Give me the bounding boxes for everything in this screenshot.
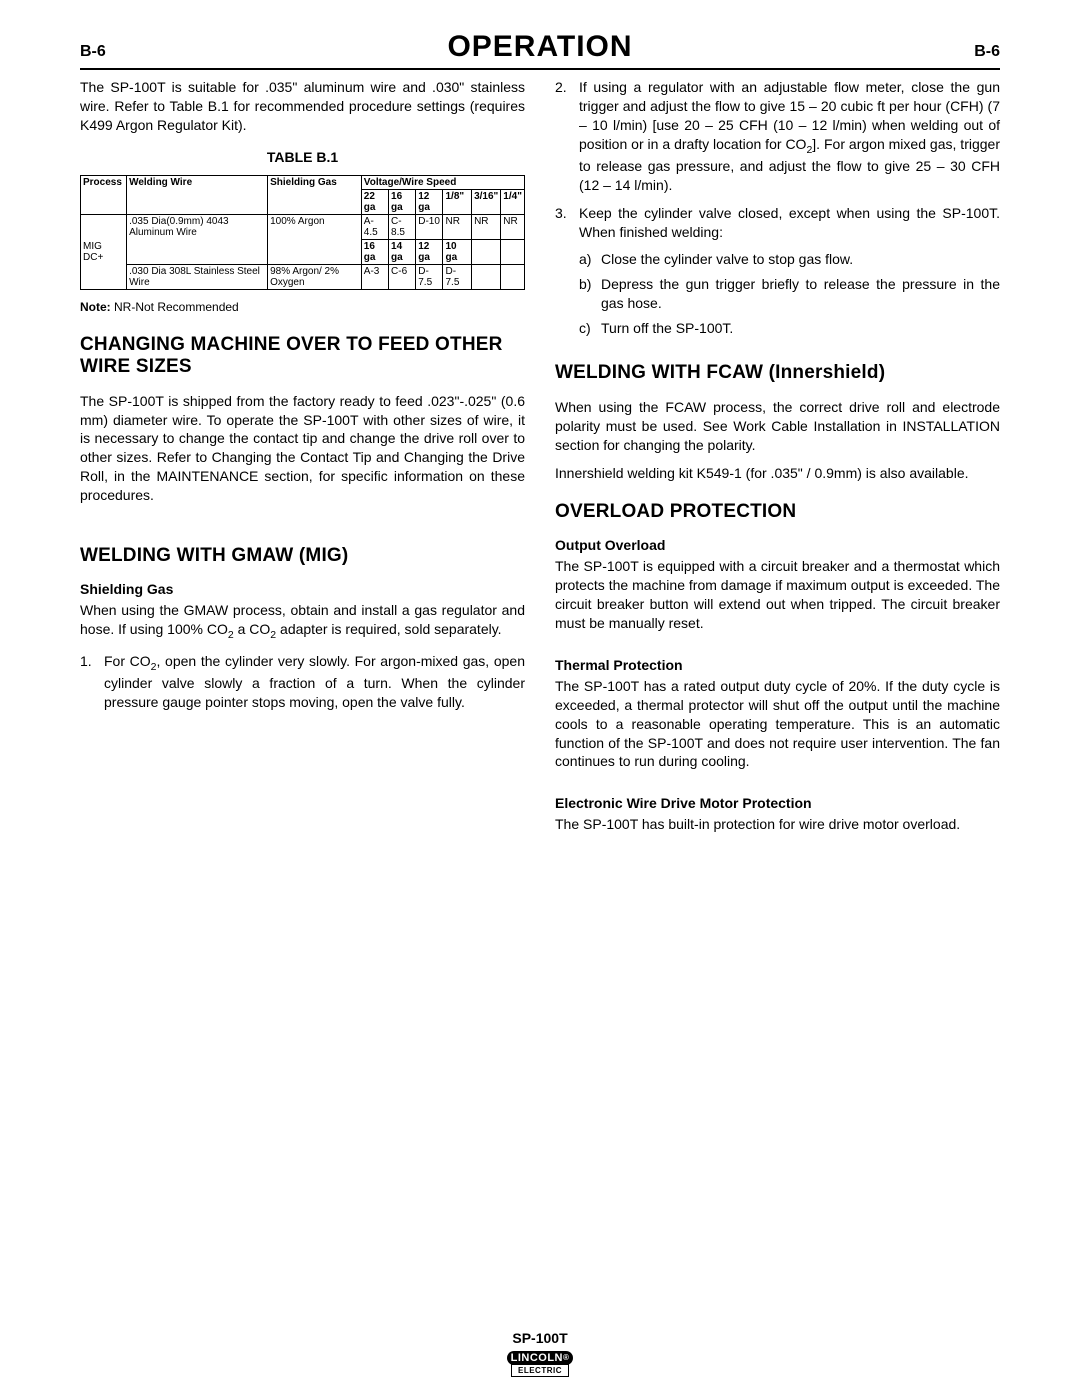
marker: a) — [579, 250, 601, 269]
th-col: 22 ga — [361, 189, 388, 214]
lincoln-logo: LINCOLN® ELECTRIC — [507, 1348, 574, 1377]
sub-list-item: c)Turn off the SP-100T. — [579, 319, 1000, 338]
page-title: OPERATION — [447, 30, 632, 64]
para-fcaw2: Innershield welding kit K549-1 (for .035… — [555, 464, 1000, 483]
marker: 3. — [555, 204, 579, 343]
text: , open the cylinder very slowly. For arg… — [104, 653, 525, 710]
subheading-output: Output Overload — [555, 537, 1000, 553]
th-col: 10 ga — [443, 239, 472, 264]
table-note: Note: NR-Not Recommended — [80, 300, 525, 314]
list-item: 3. Keep the cylinder valve closed, excep… — [555, 204, 1000, 343]
th-wire: Welding Wire — [127, 175, 268, 214]
registered-icon: ® — [563, 1353, 569, 1362]
list-item: 2. If using a regulator with an adjustab… — [555, 78, 1000, 194]
text: Turn off the SP-100T. — [601, 319, 1000, 338]
gmaw-list: 1. For CO2, open the cylinder very slowl… — [80, 652, 525, 712]
list-item: 1. For CO2, open the cylinder very slowl… — [80, 652, 525, 712]
note-text: NR-Not Recommended — [111, 300, 239, 314]
th-col: 1/4" — [501, 189, 525, 214]
para-changing: The SP-100T is shipped from the factory … — [80, 392, 525, 505]
marker: 1. — [80, 652, 104, 712]
left-column: The SP-100T is suitable for .035" alumin… — [80, 78, 525, 844]
list-text: Keep the cylinder valve closed, except w… — [579, 204, 1000, 343]
td: A-3 — [361, 264, 388, 289]
heading-gmaw: WELDING WITH GMAW (MIG) — [80, 545, 525, 567]
para-fcaw1: When using the FCAW process, the correct… — [555, 398, 1000, 455]
marker: 2. — [555, 78, 579, 194]
text: Depress the gun trigger briefly to relea… — [601, 275, 1000, 313]
para-output: The SP-100T is equipped with a circuit b… — [555, 557, 1000, 633]
sub-list: a)Close the cylinder valve to stop gas f… — [579, 250, 1000, 338]
th-col: 12 ga — [416, 239, 443, 264]
subheading-shielding: Shielding Gas — [80, 581, 525, 597]
gmaw-list-cont: 2. If using a regulator with an adjustab… — [555, 78, 1000, 344]
td-gas1: 100% Argon — [268, 214, 362, 264]
th-col: 1/8" — [443, 189, 472, 214]
para-motor: The SP-100T has built-in protection for … — [555, 815, 1000, 834]
text: For CO — [104, 653, 151, 669]
td-wire1: .035 Dia(0.9mm) 4043 Aluminum Wire — [127, 214, 268, 264]
wire-table: Process Welding Wire Shielding Gas Volta… — [80, 175, 525, 290]
td: C-6 — [389, 264, 416, 289]
page-number-right: B-6 — [974, 43, 1000, 61]
td: D-7.5 — [416, 264, 443, 289]
right-column: 2. If using a regulator with an adjustab… — [555, 78, 1000, 844]
intro-paragraph: The SP-100T is suitable for .035" alumin… — [80, 78, 525, 135]
th-process: Process — [81, 175, 127, 214]
td: C-8.5 — [389, 214, 416, 239]
td: NR — [472, 214, 501, 239]
th-col — [472, 239, 501, 264]
content-columns: The SP-100T is suitable for .035" alumin… — [80, 78, 1000, 844]
list-text: For CO2, open the cylinder very slowly. … — [104, 652, 525, 712]
page-header: B-6 OPERATION B-6 — [80, 30, 1000, 70]
note-label: Note: — [80, 300, 111, 314]
subheading-motor: Electronic Wire Drive Motor Protection — [555, 795, 1000, 811]
td: D-10 — [416, 214, 443, 239]
td-process: MIG DC+ — [81, 214, 127, 289]
th-col: 3/16" — [472, 189, 501, 214]
heading-changing: CHANGING MACHINE OVER TO FEED OTHER WIRE… — [80, 334, 525, 378]
td: NR — [443, 214, 472, 239]
list-text: If using a regulator with an adjustable … — [579, 78, 1000, 194]
heading-overload: OVERLOAD PROTECTION — [555, 501, 1000, 523]
th-col: 12 ga — [416, 189, 443, 214]
th-col: 14 ga — [389, 239, 416, 264]
text: Keep the cylinder valve closed, except w… — [579, 205, 1000, 240]
th-voltage: Voltage/Wire Speed — [361, 175, 524, 189]
td-gas2: 98% Argon/ 2% Oxygen — [268, 264, 362, 289]
para-thermal: The SP-100T has a rated output duty cycl… — [555, 677, 1000, 771]
th-col: 16 ga — [389, 189, 416, 214]
table-title: TABLE B.1 — [80, 149, 525, 165]
page-number-left: B-6 — [80, 43, 106, 61]
logo-brand: LINCOLN® — [507, 1351, 574, 1365]
page-footer: SP-100T LINCOLN® ELECTRIC — [0, 1330, 1080, 1377]
sub-list-item: a)Close the cylinder valve to stop gas f… — [579, 250, 1000, 269]
text: adapter is required, sold separately. — [276, 621, 501, 637]
td — [501, 264, 525, 289]
heading-fcaw: WELDING WITH FCAW (Innershield) — [555, 362, 1000, 384]
para-gmaw: When using the GMAW process, obtain and … — [80, 601, 525, 642]
text: a CO — [234, 621, 271, 637]
sub-list-item: b)Depress the gun trigger briefly to rel… — [579, 275, 1000, 313]
logo-sub: ELECTRIC — [511, 1364, 569, 1377]
td — [472, 264, 501, 289]
marker: b) — [579, 275, 601, 313]
text: LINCOLN — [511, 1352, 563, 1364]
td: NR — [501, 214, 525, 239]
th-col — [501, 239, 525, 264]
th-col: 16 ga — [361, 239, 388, 264]
subheading-thermal: Thermal Protection — [555, 657, 1000, 673]
text: Close the cylinder valve to stop gas flo… — [601, 250, 1000, 269]
footer-model: SP-100T — [0, 1330, 1080, 1346]
td-wire2: .030 Dia 308L Stainless Steel Wire — [127, 264, 268, 289]
td: A-4.5 — [361, 214, 388, 239]
td: D-7.5 — [443, 264, 472, 289]
th-gas: Shielding Gas — [268, 175, 362, 214]
marker: c) — [579, 319, 601, 338]
